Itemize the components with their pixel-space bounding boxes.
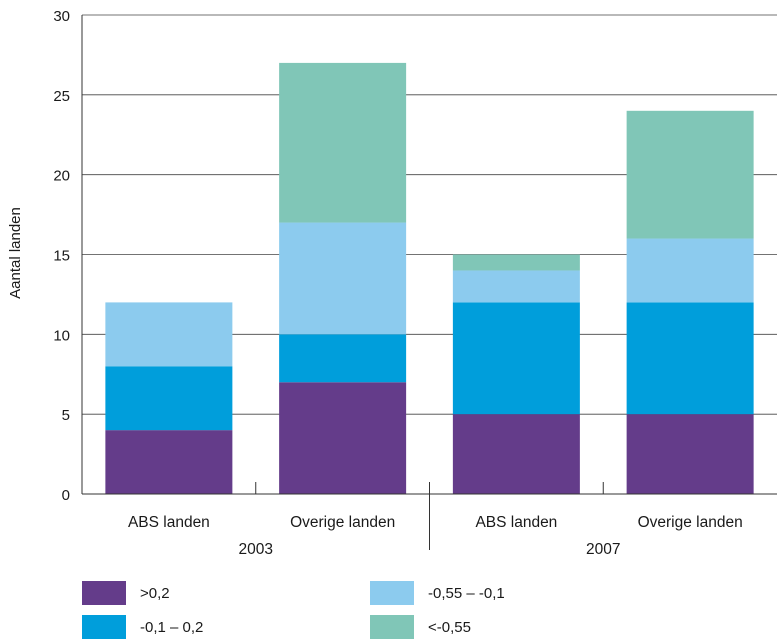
legend-label-lt-neg-0-55: <-0,55	[428, 618, 471, 636]
legend-swatch-neg-0-1-to-0-2	[82, 615, 126, 639]
x-tick-label: Overige landen	[290, 514, 395, 531]
bar-segment-0-55-0-1-3	[626, 238, 754, 303]
x-tick-label: Overige landen	[638, 514, 743, 531]
bar-segment-0-55-1	[279, 62, 407, 223]
group-label: 2007	[586, 541, 620, 558]
stacked-bar-chart: 0 5 10 15 20 25 30 ABS landen Overige landen ABS …	[7, 8, 777, 558]
x-tick-label: ABS landen	[128, 514, 210, 531]
legend-swatch-gt-0-2	[82, 581, 126, 605]
y-axis-label: Aantal landen	[7, 207, 24, 299]
legend-label-neg-0-1-to-0-2: -0,1 – 0,2	[140, 618, 204, 636]
y-tick-label: 25	[53, 88, 70, 105]
x-tick-label: ABS landen	[475, 514, 557, 531]
bar-segment-0-1-0-2-3	[626, 302, 754, 415]
bar-segment-0-55-0-1-2	[452, 270, 580, 303]
y-tick-label: 5	[62, 407, 70, 424]
bar-segment-0-2-1	[279, 382, 407, 494]
bar-segment-0-55-2	[452, 254, 580, 271]
bar-segment-0-2-0	[105, 430, 233, 494]
group-label: 2003	[239, 541, 273, 558]
y-tick-label: 0	[62, 487, 70, 504]
legend: >0,2 -0,1 – 0,2 -0,55 – -0,1 <-0,55	[0, 580, 777, 639]
legend-label-neg-0-55-to-neg-0-1: -0,55 – -0,1	[428, 584, 505, 602]
y-tick-label: 15	[53, 248, 70, 265]
bar-segment-0-1-0-2-2	[452, 302, 580, 415]
legend-item-lt-neg-0-55: <-0,55	[370, 614, 471, 640]
legend-item-gt-0-2: >0,2	[82, 580, 170, 606]
y-tick-label: 20	[53, 168, 70, 185]
bar-segment-0-1-0-2-1	[279, 334, 407, 383]
bar-segment-0-55-0-1-1	[279, 222, 407, 335]
bar-segment-0-2-2	[452, 414, 580, 494]
axes: 0 5 10 15 20 25 30 ABS landen Overige landen ABS …	[53, 8, 777, 558]
bars	[105, 62, 754, 494]
y-tick-label: 10	[53, 327, 70, 344]
legend-swatch-lt-neg-0-55	[370, 615, 414, 639]
bar-segment-0-2-3	[626, 414, 754, 494]
legend-swatch-neg-0-55-to-neg-0-1	[370, 581, 414, 605]
bar-segment-0-55-0-1-0	[105, 302, 233, 367]
y-tick-label: 30	[53, 8, 70, 25]
bar-segment-0-55-3	[626, 110, 754, 239]
legend-label-gt-0-2: >0,2	[140, 584, 170, 602]
bar-segment-0-1-0-2-0	[105, 366, 233, 431]
legend-item-neg-0-55-to-neg-0-1: -0,55 – -0,1	[370, 580, 505, 606]
legend-item-neg-0-1-to-0-2: -0,1 – 0,2	[82, 614, 203, 640]
